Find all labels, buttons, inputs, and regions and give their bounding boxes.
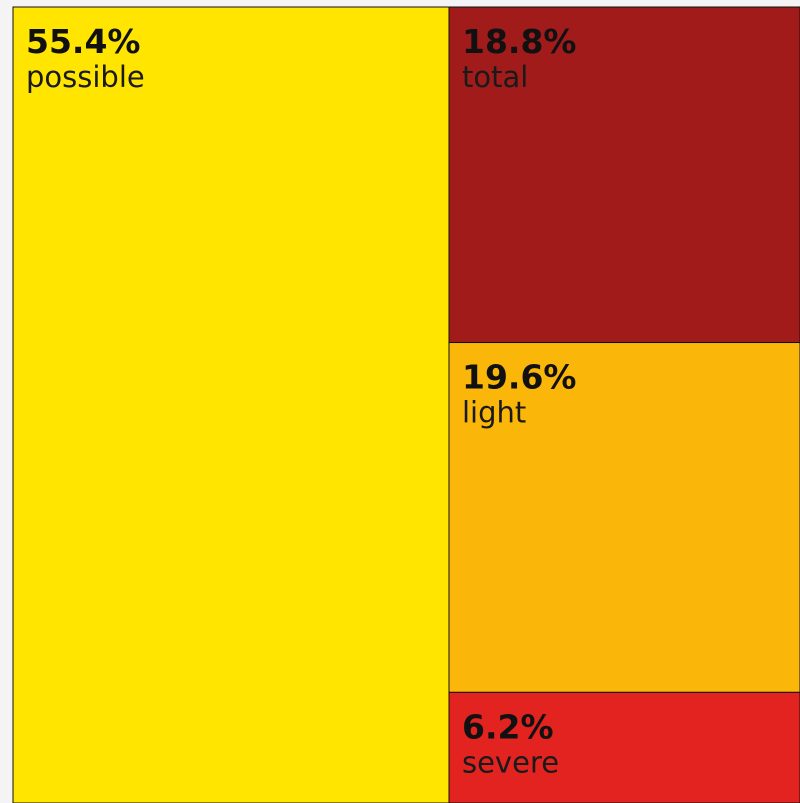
treemap-rect-severe	[448, 691, 800, 803]
treemap-cell-total: 18.8%total	[448, 6, 800, 344]
treemap-label-possible: possible	[26, 60, 145, 94]
treemap-cell-possible: 55.4%possible	[12, 6, 450, 803]
treemap-cell-light: 19.6%light	[448, 342, 800, 693]
treemap-value-possible: 55.4%	[26, 22, 141, 61]
treemap-cell-severe: 6.2%severe	[448, 691, 800, 803]
treemap-rect-possible	[12, 6, 450, 803]
treemap-label-severe: severe	[462, 745, 559, 779]
treemap-rect-light	[448, 342, 800, 693]
treemap-label-light: light	[462, 396, 526, 430]
treemap-cells: 55.4%possible18.8%total19.6%light6.2%sev…	[12, 6, 800, 803]
treemap-label-total: total	[462, 60, 528, 94]
treemap-value-severe: 6.2%	[462, 707, 554, 746]
treemap-value-light: 19.6%	[462, 358, 577, 397]
treemap-value-total: 18.8%	[462, 22, 577, 61]
treemap-rect-total	[448, 6, 800, 344]
